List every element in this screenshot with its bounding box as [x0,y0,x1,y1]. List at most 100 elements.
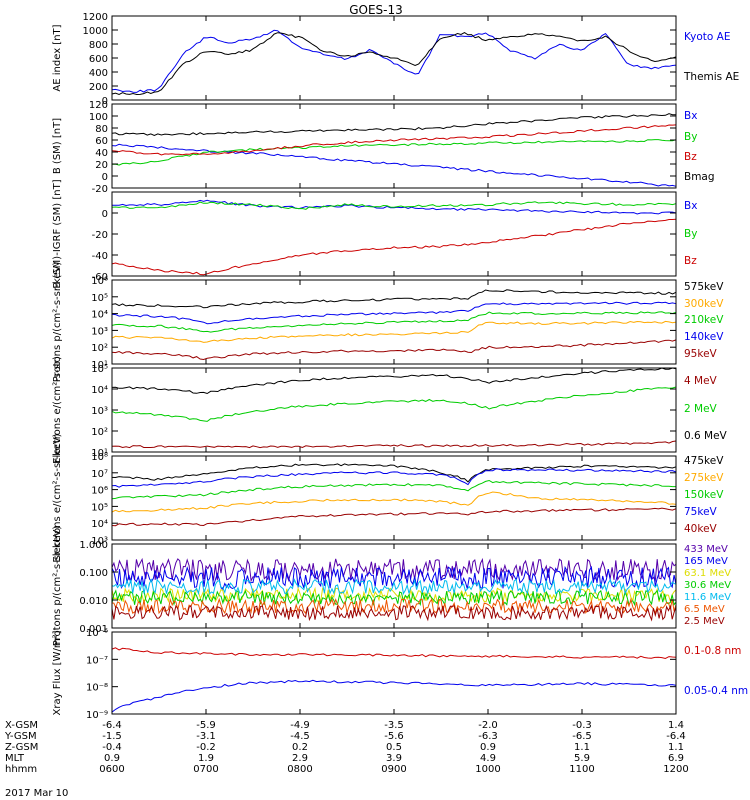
legend-label: Kyoto AE [684,31,730,43]
footer-value: 0.2 [292,742,308,753]
series-line [111,32,677,96]
series-line [111,311,677,333]
footer-row-label: MLT [5,753,25,764]
footer-row-label: Z-GSM [5,742,38,753]
series-line [111,507,677,527]
footer-value: -6.3 [478,731,498,742]
footer-value: 1.1 [668,742,684,753]
panel-6: 475keV 275keV 150keV 75keV 40keV 10³ 10⁴ 10⁵ 10⁶… [52,433,724,562]
series-line [111,386,677,422]
y-tick-label: 10⁷ [91,469,108,480]
y-axis-label: B (SM)-IGRF (SM) [nT] [52,179,63,288]
legend-label: 300keV [684,298,724,310]
series-line [111,289,677,309]
legend-label: 475keV [684,455,724,467]
y-tick-label: 10⁵ [91,502,108,513]
legend-label: 0.05-0.4 nm [684,685,748,697]
footer-value: 0800 [287,764,312,775]
panel-frame [111,191,677,277]
legend-label: Bz [684,255,697,267]
footer-value: 1000 [475,764,500,775]
y-tick-label: 0.010 [79,596,108,607]
series-line [111,589,677,607]
y-tick-label: 10⁵ [91,364,108,375]
y-tick-label: 10³ [91,406,108,417]
legend-label: 30.6 MeV [684,580,731,591]
panel-4: 575keV 300keV 210keV 140keV 95keV 10¹ 10² 10³ 10… [52,262,724,383]
y-tick-label: 200 [89,82,108,93]
y-tick-label: 10¹ [91,448,108,459]
y-axis-label: AE index [nT] [52,24,63,91]
footer-value: -5.9 [196,720,216,731]
footer-value: 6.9 [668,753,684,764]
series-line [111,218,677,276]
footer-value: -6.5 [572,731,592,742]
legend-label: Bz [684,151,697,163]
footer-value: 0.5 [386,742,402,753]
y-tick-label: 0 [102,209,108,220]
legend-label: By [684,228,697,240]
footer-value: -0.2 [196,742,216,753]
series-line [111,463,677,483]
footer-value: -4.5 [290,731,310,742]
y-tick-label: -20 [92,184,108,195]
legend-label: 140keV [684,331,724,343]
panel-frame [111,631,677,715]
panel-5: 4 MeV 2 MeV 0.6 MeV 10¹ 10² 10³ 10⁴ 10⁵ Electron… [52,356,728,464]
y-tick-label: 10⁶ [91,486,108,497]
y-tick-label: 0.001 [79,624,108,635]
legend-label: 275keV [684,472,724,484]
y-tick-label: 10³ [91,326,108,337]
series-line [111,468,677,488]
y-tick-label: 600 [89,54,108,65]
legend-label: 6.5 MeV [684,604,725,615]
footer-row-label: hhmm [5,764,37,775]
legend-label: 165 MeV [684,556,728,567]
legend-label: 0.1-0.8 nm [684,645,741,657]
footer-value: 1100 [569,764,594,775]
series-line [111,604,677,622]
footer-value: 1200 [663,764,688,775]
footer-value: 2.9 [292,753,308,764]
ephemeris-footer: X-GSM -6.4 -5.9 -4.9 -3.5 -2.0 -0.3 1.4 Y-GSM -1.… [4,720,689,775]
y-tick-label: 0.100 [79,568,108,579]
y-tick-label: 1000 [83,26,108,37]
y-tick-label: 10⁻⁸ [86,683,108,694]
y-tick-label: 10⁴ [91,385,108,396]
series-line [111,679,677,713]
footer-value: -4.9 [290,720,310,731]
y-tick-label: 10⁸ [91,452,108,463]
y-axis-label: Xray Flux [W/m²] [52,630,63,715]
footer-value: -5.6 [384,731,404,742]
footer-value: 0700 [193,764,218,775]
panel-1: Kyoto AE Themis AE 0 200 400 600 800 1000 1200 AE… [52,12,739,107]
y-axis-label: Protons p/(cm²-s-sr-keV) [52,262,63,383]
legend-label: Bx [684,200,697,212]
footer-value: -6.4 [666,731,686,742]
legend-label: 95keV [684,348,718,360]
footer-value: -2.0 [478,720,498,731]
y-tick-label: 10⁻⁹ [86,710,108,721]
y-tick-label: 40 [95,148,108,159]
series-line [111,29,677,93]
series-line [111,479,676,500]
legend-label: 40keV [684,523,718,535]
panel-frame [111,455,677,541]
footer-row-label: X-GSM [5,720,38,731]
series-line [111,301,677,325]
legend-label: Themis AE [683,71,739,83]
y-tick-label: 1200 [83,12,108,23]
y-tick-label: 60 [95,136,108,147]
y-tick-label: 800 [89,40,108,51]
footer-value: 0.9 [104,753,120,764]
y-tick-label: 10⁴ [91,519,108,530]
legend-label: 2 MeV [684,403,718,415]
legend-label: 210keV [684,314,724,326]
footer-row-label: Y-GSM [4,731,37,742]
series-line [111,578,677,596]
y-tick-label: 80 [95,124,108,135]
footer-value: 5.9 [574,753,590,764]
legend-label: 4 MeV [684,375,718,387]
